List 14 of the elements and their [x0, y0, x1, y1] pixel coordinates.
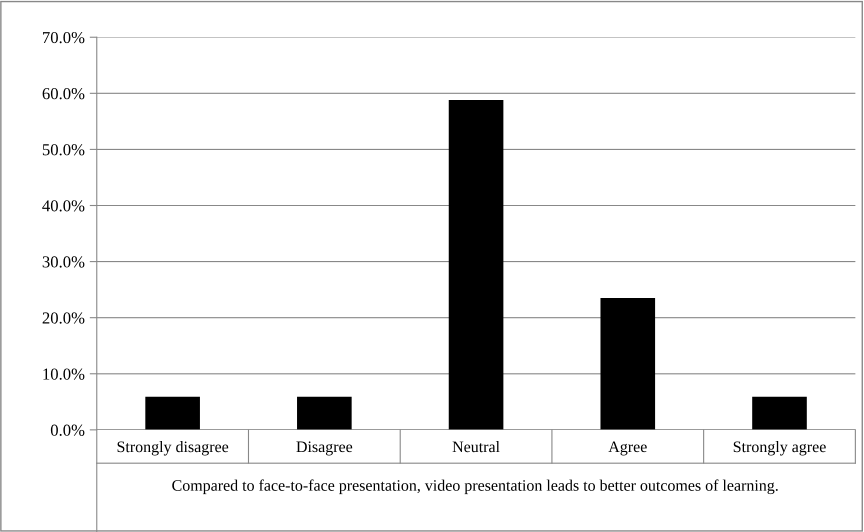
- x-tick-label: Strongly disagree: [118, 440, 228, 456]
- y-tick-label: 40.0%: [42, 200, 84, 212]
- y-tick-label: 30.0%: [42, 256, 84, 268]
- y-tick-label: 10.0%: [43, 368, 84, 380]
- y-tick-label: 60.0%: [42, 88, 84, 100]
- y-tick-label: 70.0%: [43, 32, 84, 44]
- x-tick-label: Agree: [608, 441, 647, 456]
- y-tick-label: 0.0%: [50, 424, 84, 436]
- x-tick-label: Neutral: [452, 440, 500, 452]
- x-tick-label: Strongly agree: [734, 440, 826, 456]
- x-tick-label: Disagree: [296, 441, 352, 456]
- y-tick-label: 20.0%: [42, 312, 84, 324]
- x-axis-title: Compared to face-to-face presentation, video presentation leads to better outcomes of learning.: [172, 479, 778, 494]
- y-tick-label: 50.0%: [42, 144, 84, 156]
